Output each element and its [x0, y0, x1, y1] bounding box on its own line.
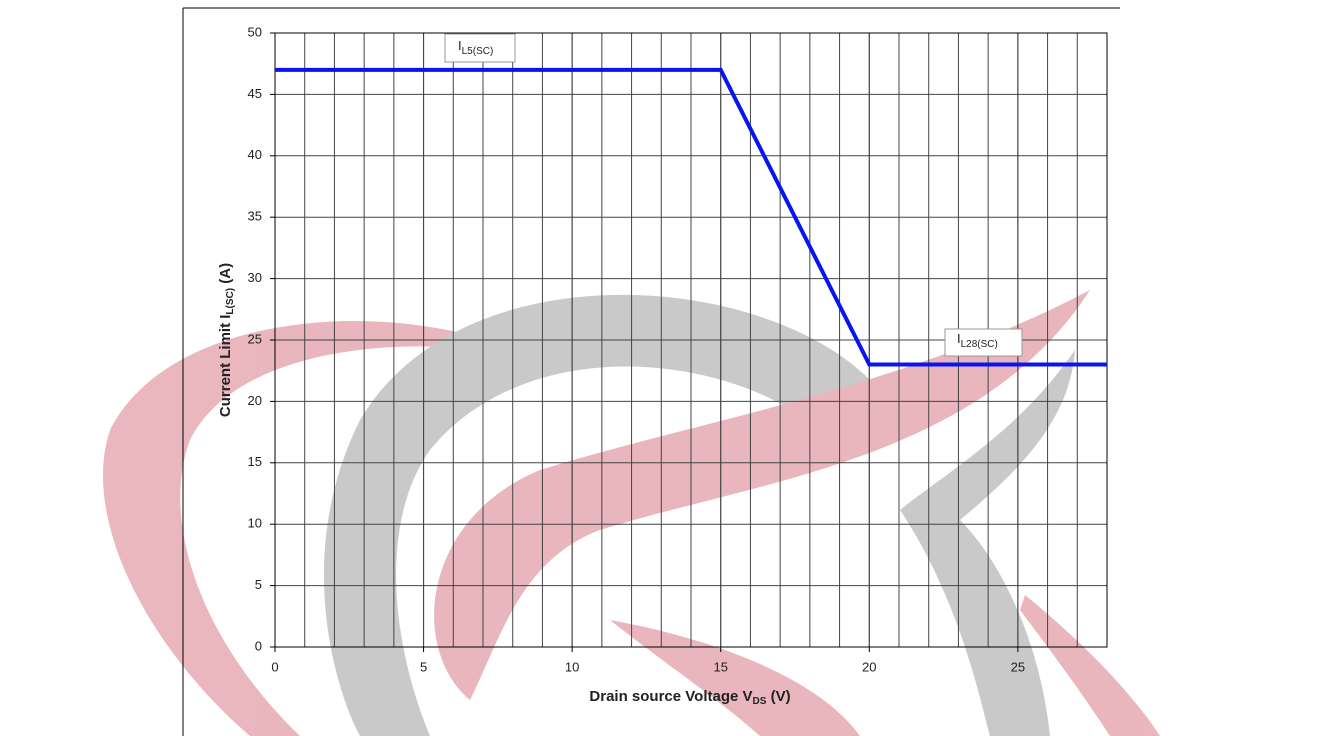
y-tick-label: 35: [248, 209, 262, 224]
y-tick-label: 45: [248, 86, 262, 101]
watermark-shape: [434, 290, 1091, 700]
x-title-sub: DS: [753, 696, 767, 707]
watermark-shape: [900, 350, 1075, 736]
y-tick-label: 20: [248, 393, 262, 408]
y-tick-label: 15: [248, 454, 262, 469]
x-axis-title: Drain source Voltage VDS (V): [589, 688, 790, 707]
y-tick-label: 30: [248, 270, 262, 285]
watermark-shape: [1020, 595, 1160, 736]
x-tick-label: 0: [271, 659, 278, 674]
x-tick-label: 15: [713, 659, 727, 674]
annotation-sub: L28(SC): [961, 339, 998, 350]
y-axis-title: Current Limit IL(SC) (A): [217, 263, 236, 417]
x-tick-label: 20: [862, 659, 876, 674]
y-tick-label: 0: [255, 638, 262, 653]
y-tick-label: 50: [248, 24, 262, 39]
y-tick-label: 5: [255, 577, 262, 592]
x-tick-label: 5: [420, 659, 427, 674]
annotation-text: I: [957, 331, 961, 346]
watermark-shape: [102, 320, 470, 736]
annotation: IL5(SC): [458, 38, 493, 56]
annotation-sub: L5(SC): [462, 46, 494, 57]
y-title-sub: L(SC): [225, 288, 236, 315]
x-title-text: Drain source Voltage V: [589, 688, 752, 705]
x-tick-label: 10: [565, 659, 579, 674]
y-title-text: Current Limit I: [217, 315, 234, 418]
line: [275, 67, 1107, 367]
watermark-shape: [323, 294, 870, 736]
y-tick-label: 40: [248, 147, 262, 162]
annotation: IL28(SC): [957, 331, 998, 349]
watermark-shape: [610, 620, 860, 736]
x-title-tail: (V): [766, 688, 790, 705]
watermark: [102, 290, 1160, 736]
y-title-tail: (A): [217, 263, 234, 288]
y-tick-label: 25: [248, 331, 262, 346]
x-tick-label: 25: [1011, 659, 1025, 674]
annotation-box: [444, 33, 516, 63]
y-tick-label: 10: [248, 516, 262, 531]
annotation-box: [944, 328, 1023, 357]
annotation-text: I: [458, 38, 462, 53]
